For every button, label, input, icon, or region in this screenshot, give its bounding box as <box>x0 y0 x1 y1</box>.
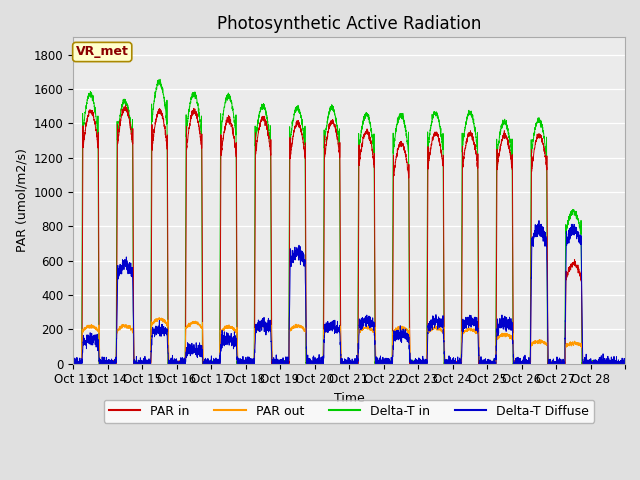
PAR out <box>155 315 163 321</box>
X-axis label: Time: Time <box>333 392 364 405</box>
PAR out <box>500 333 508 338</box>
PAR in <box>399 141 407 146</box>
Delta-T in <box>370 147 378 153</box>
Delta-T in <box>500 118 508 124</box>
PAR out <box>399 326 407 332</box>
Delta-T in <box>69 360 77 366</box>
Delta-T Diffuse <box>184 351 191 357</box>
PAR out <box>621 360 629 366</box>
PAR in <box>122 102 129 108</box>
Line: PAR out: PAR out <box>73 318 625 364</box>
Delta-T in <box>184 119 191 125</box>
Line: Delta-T Diffuse: Delta-T Diffuse <box>73 221 625 364</box>
PAR in <box>528 147 536 153</box>
Line: Delta-T in: Delta-T in <box>73 79 625 364</box>
Delta-T in <box>621 359 629 365</box>
PAR in <box>500 136 508 142</box>
PAR out <box>184 324 191 330</box>
Delta-T Diffuse <box>527 276 535 281</box>
Delta-T in <box>399 116 407 121</box>
PAR out <box>370 329 378 335</box>
Title: Photosynthetic Active Radiation: Photosynthetic Active Radiation <box>217 15 481 33</box>
PAR in <box>184 139 191 144</box>
PAR out <box>528 340 536 346</box>
Line: PAR in: PAR in <box>73 105 625 364</box>
Delta-T Diffuse <box>542 240 550 245</box>
PAR in <box>69 361 77 367</box>
Delta-T Diffuse <box>535 218 543 224</box>
Y-axis label: PAR (umol/m2/s): PAR (umol/m2/s) <box>15 149 28 252</box>
PAR in <box>542 158 550 164</box>
Delta-T in <box>69 361 77 367</box>
PAR in <box>370 157 378 163</box>
Delta-T Diffuse <box>399 328 407 334</box>
Delta-T Diffuse <box>369 327 377 333</box>
Text: VR_met: VR_met <box>76 46 129 59</box>
Delta-T in <box>528 150 536 156</box>
Delta-T in <box>156 76 164 82</box>
PAR out <box>542 341 550 347</box>
Delta-T in <box>542 149 550 155</box>
PAR in <box>621 360 629 366</box>
Delta-T Diffuse <box>500 324 508 330</box>
Legend: PAR in, PAR out, Delta-T in, Delta-T Diffuse: PAR in, PAR out, Delta-T in, Delta-T Dif… <box>104 400 595 423</box>
Delta-T Diffuse <box>69 361 77 367</box>
PAR out <box>69 361 77 367</box>
Delta-T Diffuse <box>621 361 629 367</box>
